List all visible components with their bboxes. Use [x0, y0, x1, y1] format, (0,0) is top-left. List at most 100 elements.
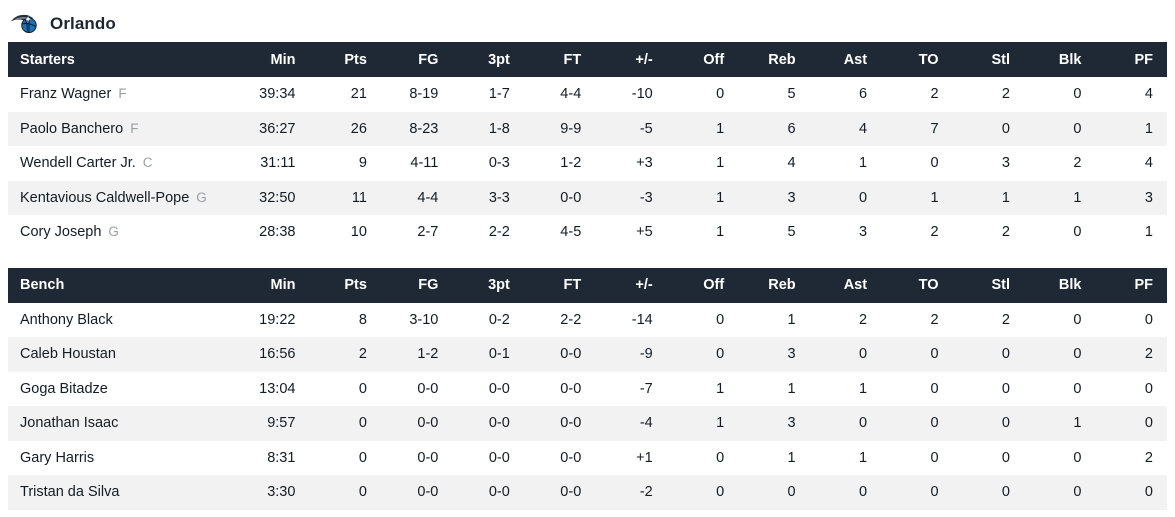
stat-cell: 0	[881, 440, 953, 475]
starters-section-label: Starters	[8, 42, 238, 77]
column-header-ast: Ast	[809, 42, 882, 77]
stat-cell: 1	[666, 215, 739, 250]
stat-cell: 0-0	[523, 337, 596, 372]
player-row: Cory Joseph G 28:38 10 2-7 2-2 4-5 +5 1 5 3 2 2 0 1	[8, 215, 1167, 250]
stat-cell: 7	[881, 111, 953, 146]
stat-cell: -14	[595, 302, 667, 337]
player-row: Goga Bitadze 13:04 0 0-0 0-0 0-0 -7 1 1 1 0 0 0 0	[8, 371, 1167, 406]
stat-cell: 4	[1095, 146, 1167, 181]
stat-cell: 26	[309, 111, 381, 146]
stat-cell: 2-2	[452, 215, 524, 250]
stat-cell: 1-2	[523, 146, 596, 181]
stat-cell: 0-0	[380, 406, 453, 441]
stat-cell: 32:50	[238, 180, 310, 215]
bench-header-row: Bench Min Pts FG 3pt FT +/- Off Reb Ast TO Stl Blk P…	[8, 267, 1167, 303]
stat-cell: 1	[881, 180, 953, 215]
column-header-pf: PF	[1095, 267, 1167, 303]
stat-cell: 1	[952, 180, 1024, 215]
stat-cell: 6	[809, 77, 882, 112]
stat-cell: 0	[1023, 371, 1096, 406]
stat-cell: 8-23	[380, 111, 453, 146]
stat-cell: +5	[595, 215, 667, 250]
player-row: Caleb Houstan 16:56 2 1-2 0-1 0-0 -9 0 3 0 0 0 0 2	[8, 337, 1167, 372]
stat-cell: 0	[309, 371, 381, 406]
stat-cell: 0	[309, 406, 381, 441]
column-header-+-: +/-	[595, 267, 667, 303]
column-header-ast: Ast	[809, 267, 882, 303]
team-header: Orlando	[0, 0, 1175, 42]
stat-cell: 1	[738, 440, 810, 475]
player-name-link[interactable]: Jonathan Isaac	[20, 415, 119, 432]
stat-cell: 5	[738, 77, 810, 112]
player-name-link[interactable]: Wendell Carter Jr.	[20, 155, 136, 172]
stat-cell: 0-2	[452, 302, 524, 337]
stat-cell: 0	[952, 111, 1024, 146]
player-name-link[interactable]: Caleb Houstan	[20, 346, 116, 363]
stat-cell: +1	[595, 440, 667, 475]
column-header-fg: FG	[380, 267, 453, 303]
stat-cell: 1	[1023, 180, 1096, 215]
player-row: Gary Harris 8:31 0 0-0 0-0 0-0 +1 0 1 1 0 0 0 2	[8, 440, 1167, 475]
orlando-magic-logo-icon	[10, 14, 37, 33]
stat-cell: -4	[595, 406, 667, 441]
column-header-3pt: 3pt	[452, 42, 524, 77]
stat-cell: 0-0	[452, 371, 524, 406]
stat-cell: 1	[666, 406, 739, 441]
player-name-link[interactable]: Tristan da Silva	[20, 484, 120, 501]
stat-cell: 3	[738, 406, 810, 441]
stat-cell: 1-2	[380, 337, 453, 372]
stat-cell: 1	[1095, 111, 1167, 146]
column-header-ft: FT	[523, 42, 596, 77]
stat-cell: 0-0	[380, 440, 453, 475]
stat-cell: 11	[309, 180, 381, 215]
stat-cell: 0-0	[452, 406, 524, 441]
stat-cell: 2	[952, 77, 1024, 112]
stat-cell: 0	[1095, 302, 1167, 337]
stat-cell: 0	[809, 475, 882, 510]
player-name-link[interactable]: Paolo Banchero	[20, 120, 124, 137]
stat-cell: 0	[952, 440, 1024, 475]
stat-cell: 0	[666, 337, 739, 372]
stat-cell: -5	[595, 111, 667, 146]
player-name-link[interactable]: Gary Harris	[20, 449, 95, 466]
stat-cell: 3	[952, 146, 1024, 181]
stat-cell: 4	[738, 146, 810, 181]
stat-cell: 8	[309, 302, 381, 337]
stat-cell: 0-1	[452, 337, 524, 372]
stat-cell: -3	[595, 180, 667, 215]
player-name-link[interactable]: Kentavious Caldwell-Pope	[20, 189, 190, 206]
column-header-blk: Blk	[1023, 267, 1096, 303]
stat-cell: 2	[881, 215, 953, 250]
player-position-label: F	[118, 86, 127, 102]
stat-cell: 3-3	[452, 180, 524, 215]
stat-cell: 8-19	[380, 77, 453, 112]
stat-cell: 0	[1095, 406, 1167, 441]
stat-cell: 2	[1023, 146, 1096, 181]
column-header-reb: Reb	[738, 267, 810, 303]
player-name-link[interactable]: Franz Wagner	[20, 86, 112, 103]
stat-cell: 0	[1095, 475, 1167, 510]
stat-cell: 0	[666, 77, 739, 112]
stat-cell: 0	[666, 475, 739, 510]
stat-cell: 0	[809, 337, 882, 372]
player-row: Franz Wagner F 39:34 21 8-19 1-7 4-4 -10 0 5 6 2 2 0 4	[8, 77, 1167, 112]
player-name-link[interactable]: Anthony Black	[20, 311, 113, 328]
team-name-title: Orlando	[50, 14, 116, 33]
stat-cell: 0	[1023, 475, 1096, 510]
column-header-pts: Pts	[309, 267, 381, 303]
bench-section-label: Bench	[8, 267, 238, 303]
column-header-stl: Stl	[952, 42, 1024, 77]
player-name-link[interactable]: Goga Bitadze	[20, 380, 108, 397]
stat-cell: 3	[809, 215, 882, 250]
stat-cell: 0-0	[380, 371, 453, 406]
stat-cell: 0	[952, 371, 1024, 406]
stat-cell: 6	[738, 111, 810, 146]
player-name-link[interactable]: Cory Joseph	[20, 224, 102, 241]
stat-cell: 13:04	[238, 371, 310, 406]
stat-cell: 0	[881, 371, 953, 406]
stat-cell: +3	[595, 146, 667, 181]
column-header-off: Off	[666, 267, 739, 303]
stat-cell: 2	[952, 215, 1024, 250]
stat-cell: 0-0	[523, 371, 596, 406]
column-header-min: Min	[238, 267, 310, 303]
